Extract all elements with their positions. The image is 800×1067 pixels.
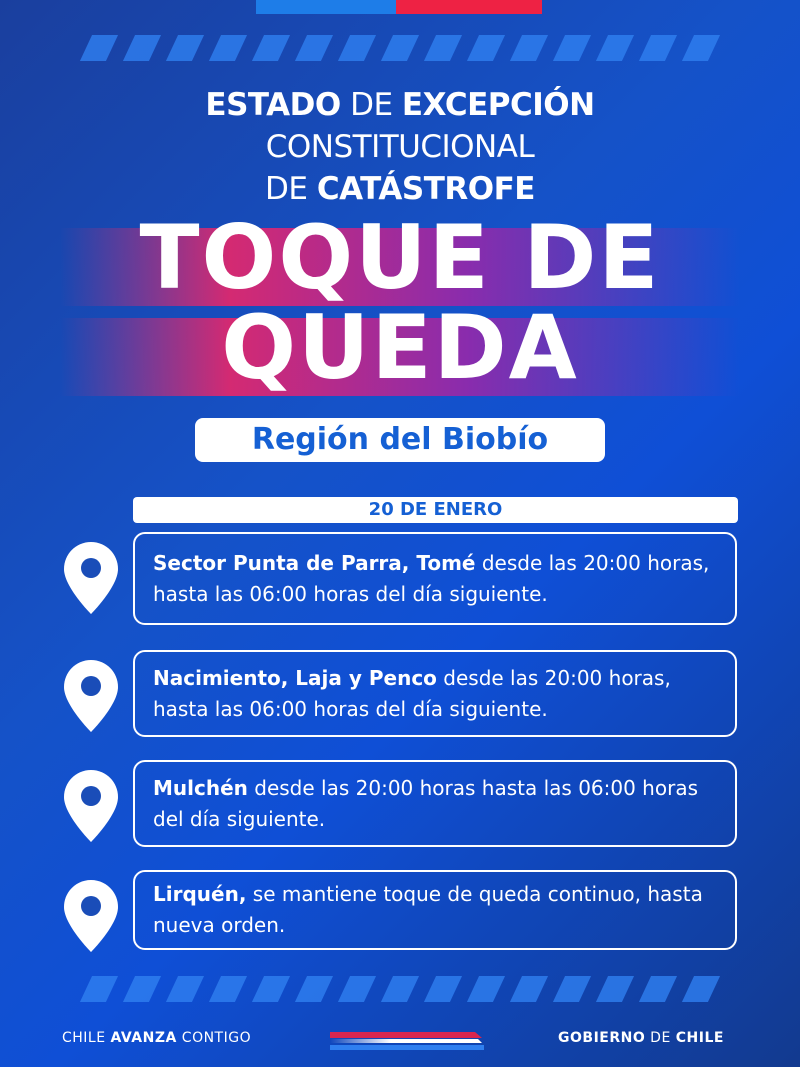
curfew-details: se mantiene toque de queda continuo, has… [153, 882, 703, 937]
date-label: 20 DE ENERO [133, 497, 738, 523]
curfew-details: desde las 20:00 horas, hasta las 06:00 h… [153, 665, 671, 721]
curfew-item: Nacimiento, Laja y Penco desde las 20:00… [133, 650, 737, 737]
footer-government: GOBIERNO DE CHILE [558, 1030, 724, 1046]
curfew-place: Nacimiento, Laja y Penco [153, 665, 437, 690]
footer-slogan: CHILE AVANZA CONTIGO [62, 1030, 252, 1046]
government-logo-icon [330, 1032, 484, 1050]
header-title: ESTADO DE EXCEPCIÓN CONSTITUCIONAL DE CA… [205, 87, 595, 207]
headline-highlight [60, 318, 740, 396]
curfew-place: Sector Punta de Parra, Tomé [153, 550, 476, 575]
curfew-item: Sector Punta de Parra, Tomé desde las 20… [133, 532, 737, 625]
decorative-stripes-bottom [60, 976, 740, 1002]
headline-highlight [60, 228, 740, 306]
headline-line1: TOQUE DE [139, 206, 661, 309]
decorative-stripes-top [60, 35, 740, 61]
flag-bar-red [396, 0, 542, 14]
curfew-item: Lirquén, se mantiene toque de queda cont… [133, 870, 737, 950]
curfew-place: Lirquén, [153, 882, 247, 906]
curfew-details: desde las 20:00 horas, hasta las 06:00 h… [153, 550, 710, 606]
region-label: Región del Biobío [195, 418, 605, 462]
map-pin-icon [64, 880, 118, 952]
map-pin-icon [64, 770, 118, 842]
curfew-item: Mulchén desde las 20:00 horas hasta las … [133, 760, 737, 847]
curfew-details: desde las 20:00 horas hasta las 06:00 ho… [153, 775, 698, 831]
map-pin-icon [64, 660, 118, 732]
flag-bar-blue [256, 0, 396, 14]
headline-line2: QUEDA [221, 296, 579, 399]
curfew-place: Mulchén [153, 775, 248, 800]
map-pin-icon [64, 542, 118, 614]
